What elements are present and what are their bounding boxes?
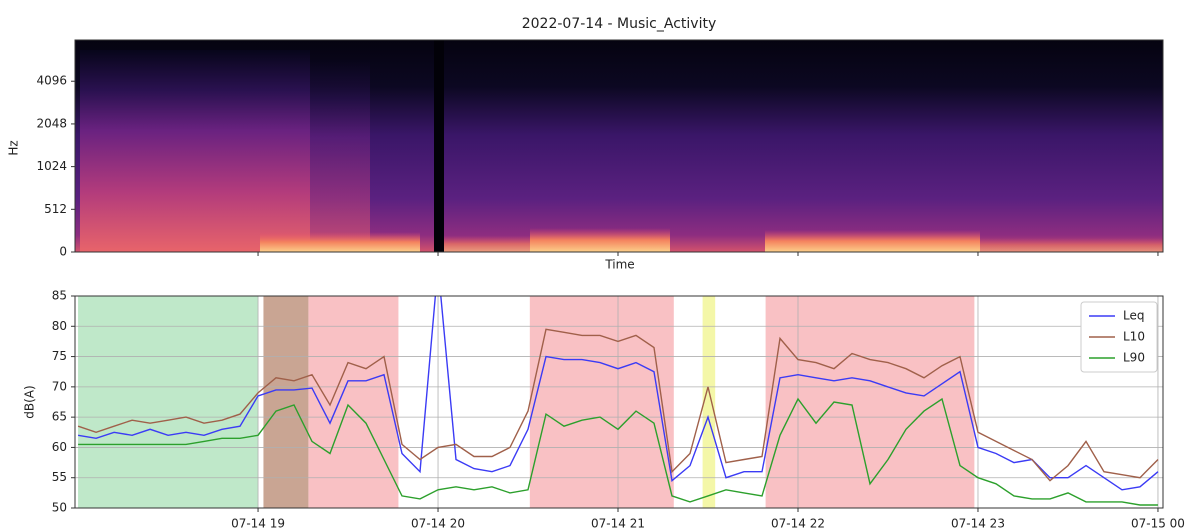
chart-title: 2022-07-14 - Music_Activity: [522, 16, 717, 32]
y-tick-label: 60: [52, 440, 67, 454]
y-tick-label: 512: [44, 202, 67, 216]
y-tick-label: 75: [52, 349, 67, 363]
series-line: [77, 328, 1159, 482]
y-tick-label: 55: [52, 470, 67, 484]
highlight-region: [702, 296, 716, 508]
x-tick-label: 07-14 19: [231, 517, 285, 531]
bottom-plot: 50 55 60 65 70 75 80 85 07-14 19 07-14 20 07-14 21…: [52, 289, 1185, 531]
top-axes-frame: [74, 39, 1164, 253]
x-axis-label: Time: [604, 258, 634, 272]
legend: Leq L10 L90: [1080, 301, 1158, 373]
y-axis-label: dB(A): [23, 385, 37, 418]
legend-box: [1080, 301, 1158, 373]
y-axis-label: Hz: [7, 140, 21, 155]
legend-label: Leq: [1123, 309, 1144, 323]
y-tick-label: 85: [52, 289, 67, 303]
plot-area: [77, 296, 1159, 506]
x-tick-label: 07-14 21: [591, 517, 645, 531]
highlight-region: [78, 296, 259, 508]
spectrogram-image: [75, 40, 1163, 252]
y-tick-label: 70: [52, 379, 67, 393]
series-line: [77, 296, 1159, 491]
y-tick-label: 50: [52, 501, 67, 515]
bottom-axes-frame: [74, 295, 1164, 509]
highlight-region: [529, 296, 674, 508]
y-tick-label: 80: [52, 319, 67, 333]
x-tick-label: 07-14 22: [771, 517, 825, 531]
series-line: [78, 397, 1158, 506]
x-tick-label: 07-15 00: [1131, 517, 1185, 531]
y-tick-label: 1024: [36, 159, 67, 173]
x-tick-label: 07-14 20: [411, 517, 465, 531]
legend-label: L90: [1123, 351, 1145, 365]
highlight-region: [308, 296, 399, 508]
x-tick-label: 07-14 23: [951, 517, 1005, 531]
y-tick-label: 2048: [36, 116, 67, 130]
y-tick-label: 0: [59, 245, 67, 259]
y-tick-label: 65: [52, 410, 67, 424]
highlight-region: [263, 296, 309, 508]
y-tick-label: 4096: [36, 74, 67, 88]
legend-label: L10: [1123, 330, 1145, 344]
